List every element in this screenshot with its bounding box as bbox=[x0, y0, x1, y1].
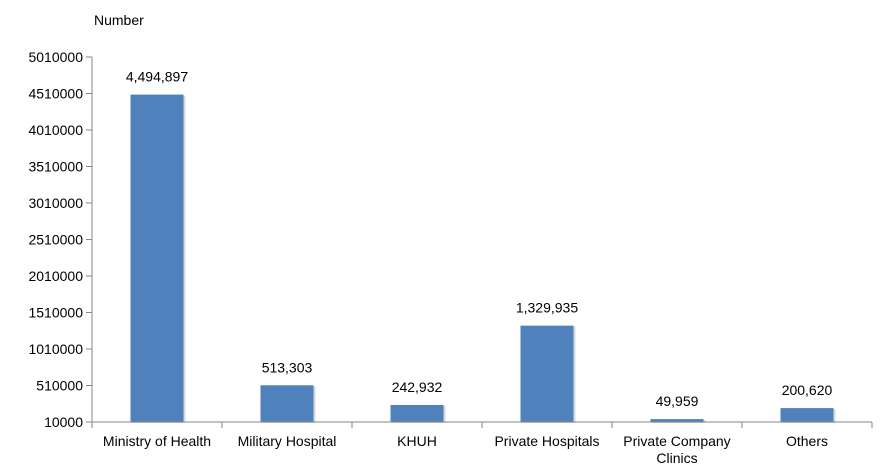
y-tick-label: 10000 bbox=[44, 414, 83, 430]
bar-value-label: 200,620 bbox=[782, 382, 833, 398]
x-tick-label: Ministry of Health bbox=[103, 433, 211, 449]
bar bbox=[390, 404, 444, 422]
y-tick-label: 510000 bbox=[36, 378, 83, 394]
bar-value-label: 49,959 bbox=[656, 393, 699, 409]
bar bbox=[130, 94, 184, 423]
y-tick-label: 1010000 bbox=[28, 341, 83, 357]
y-tick-label: 2010000 bbox=[28, 268, 83, 284]
y-axis-ticks: 10000 510000 1010000 1510000 2010000 2510000 3… bbox=[28, 49, 92, 430]
y-tick-label: 5010000 bbox=[28, 49, 83, 65]
x-tick-label: KHUH bbox=[397, 433, 437, 449]
y-tick-label: 1510000 bbox=[28, 305, 83, 321]
y-axis-label: Number bbox=[94, 12, 144, 28]
y-tick-label: 3510000 bbox=[28, 159, 83, 175]
x-tick-label: Private Hospitals bbox=[494, 433, 599, 449]
x-axis-labels: Ministry of Health Military Hospital KHUH P… bbox=[103, 433, 828, 466]
y-tick-label: 2510000 bbox=[28, 232, 83, 248]
bar bbox=[650, 419, 704, 422]
bar bbox=[780, 408, 834, 422]
bar bbox=[260, 385, 314, 422]
bars bbox=[130, 94, 836, 424]
bar bbox=[520, 325, 574, 422]
y-tick-label: 4510000 bbox=[28, 86, 83, 102]
axes bbox=[91, 57, 873, 428]
bar-value-label: 513,303 bbox=[262, 359, 313, 375]
bar-value-label: 4,494,897 bbox=[126, 69, 188, 85]
x-tick-label: Military Hospital bbox=[238, 433, 337, 449]
bar-value-label: 242,932 bbox=[392, 379, 443, 395]
y-tick-label: 3010000 bbox=[28, 195, 83, 211]
y-tick-label: 4010000 bbox=[28, 122, 83, 138]
x-tick-label: Private Company Clinics bbox=[623, 433, 730, 466]
data-labels: 4,494,897 513,303 242,932 1,329,935 49,959 20… bbox=[126, 69, 833, 409]
bar-value-label: 1,329,935 bbox=[516, 300, 578, 316]
x-tick-label: Others bbox=[786, 433, 828, 449]
